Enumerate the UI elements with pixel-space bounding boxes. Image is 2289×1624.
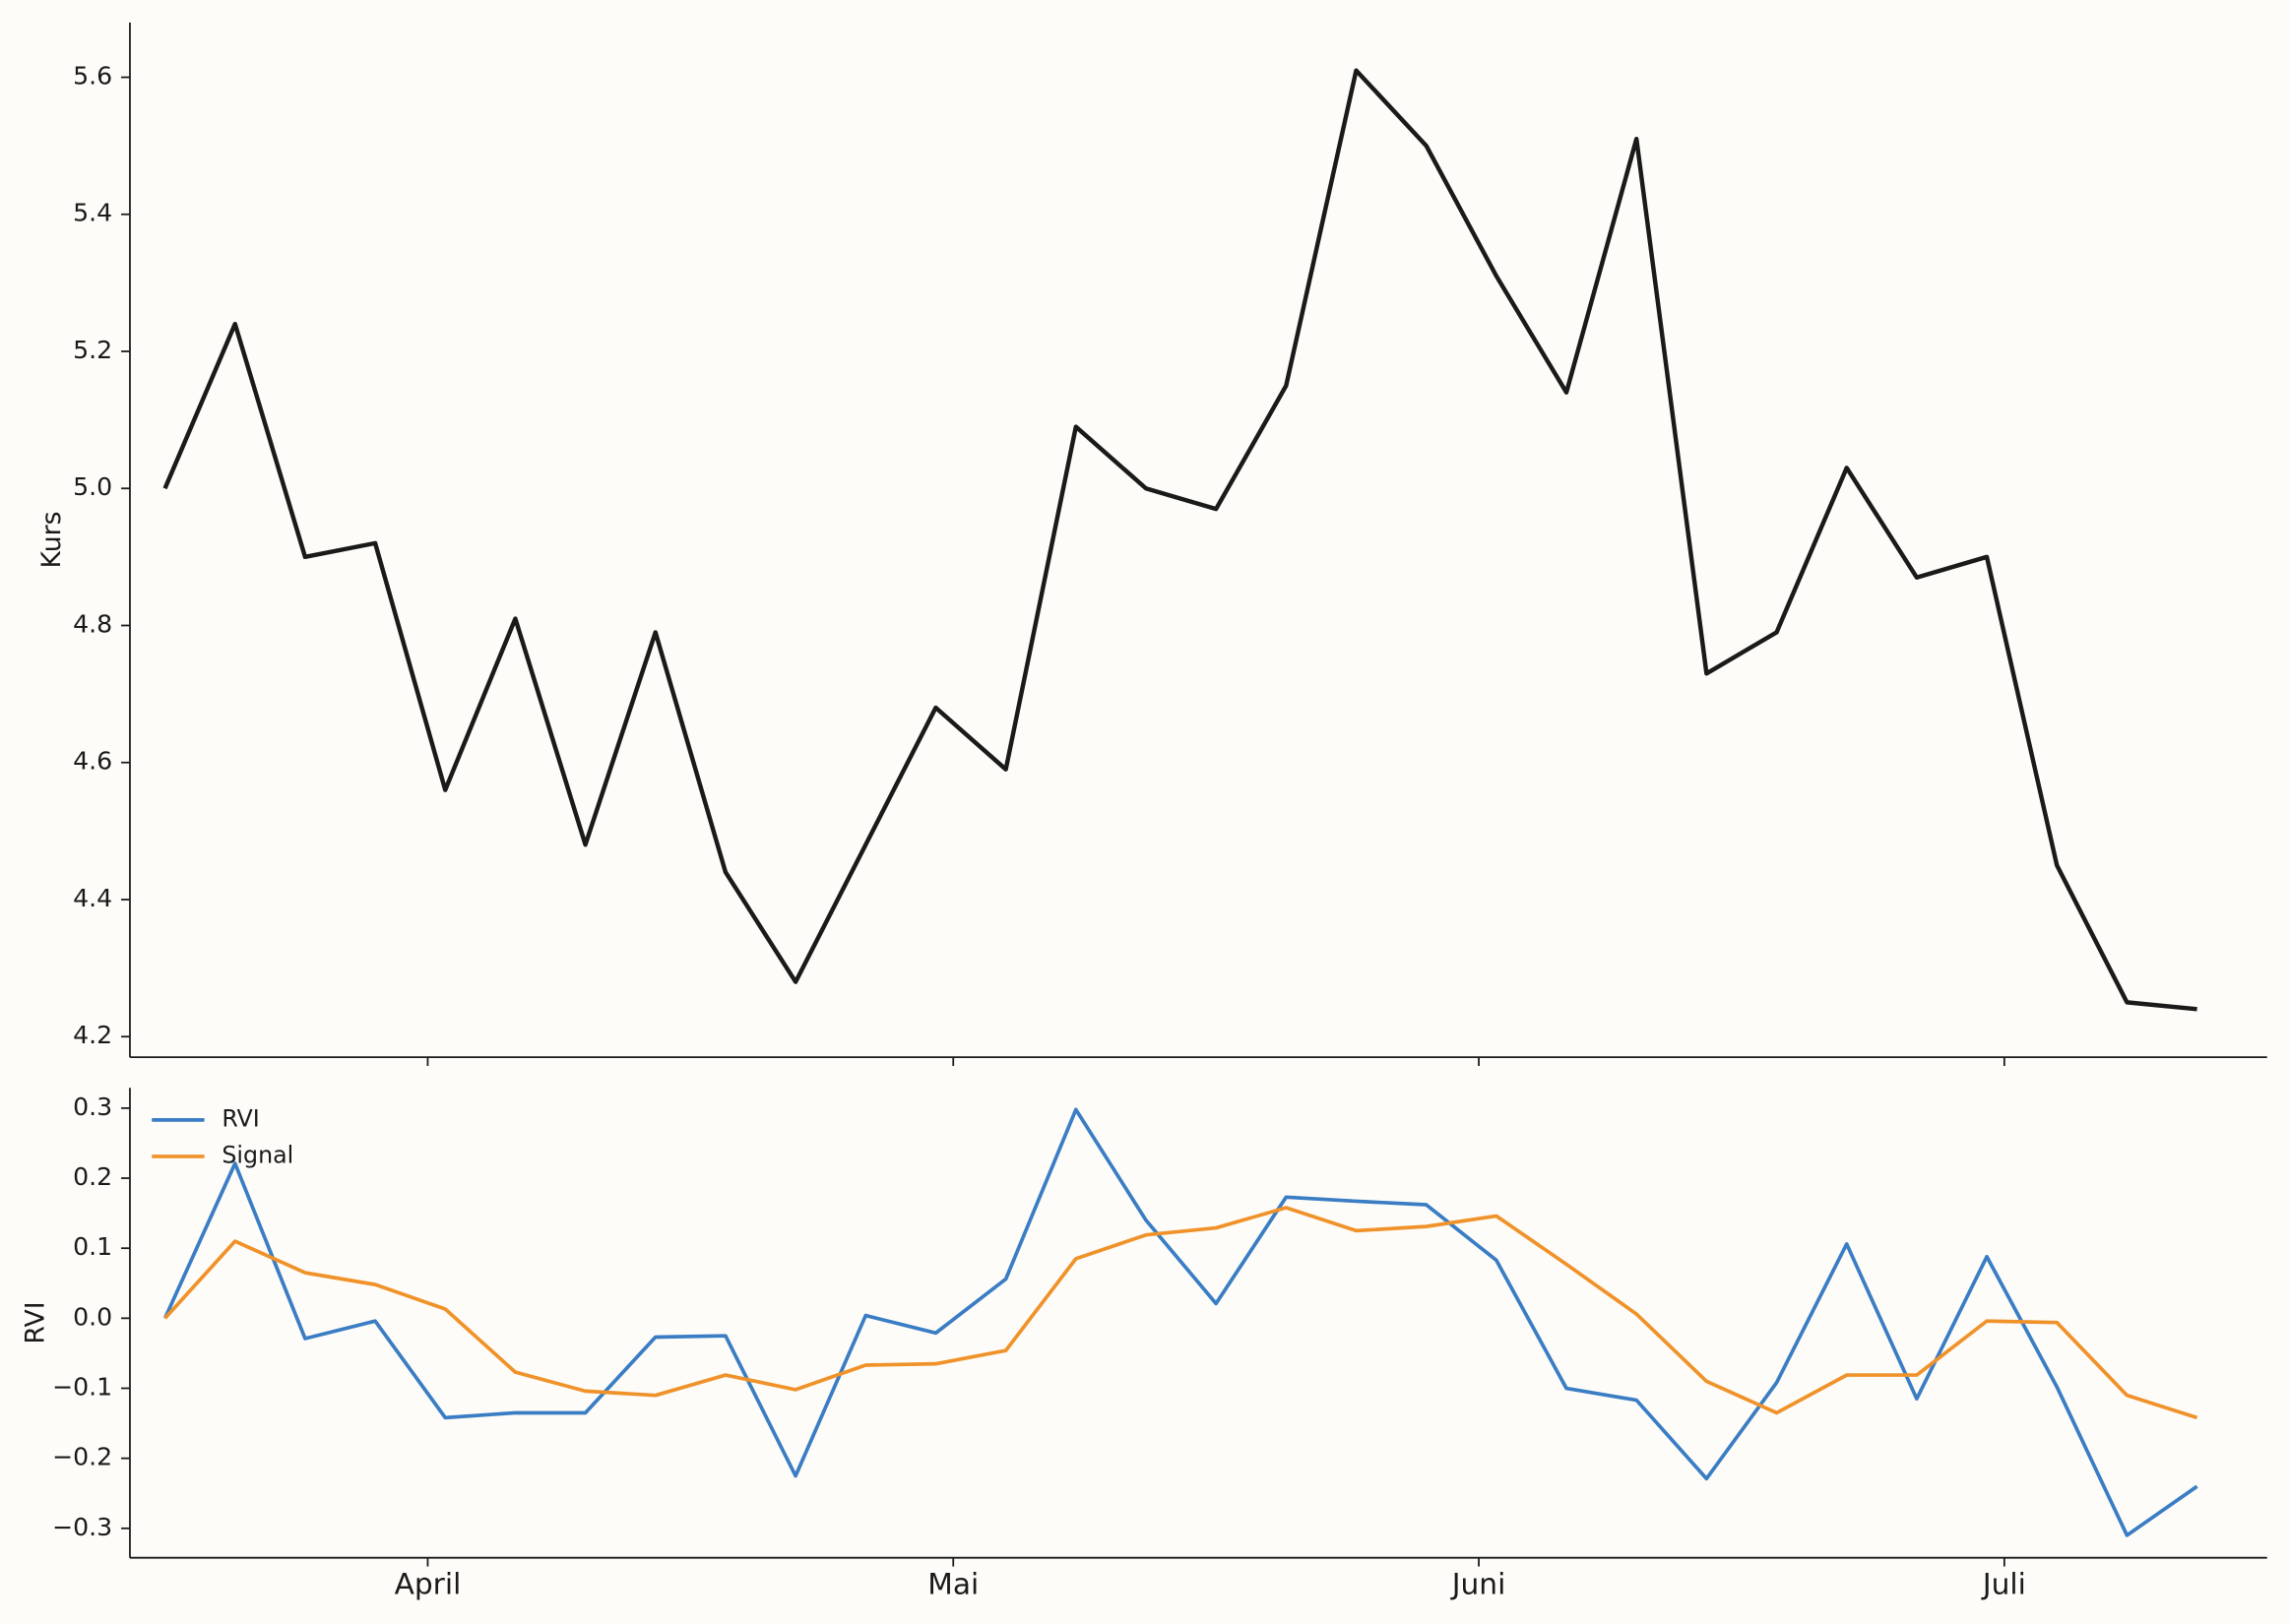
y-tick-label: 5.6 — [73, 62, 112, 91]
y-tick-label: −0.3 — [52, 1513, 112, 1541]
line — [162, 68, 2197, 1012]
y-axis-label: Kurs — [36, 511, 67, 568]
x-tick-label: Mai — [927, 1566, 979, 1600]
y-tick-label: 0.3 — [73, 1093, 112, 1121]
y-tick-label: 5.0 — [73, 472, 112, 501]
x-tick-label: Juni — [1450, 1566, 1506, 1600]
y-tick-label: 4.4 — [73, 884, 112, 912]
legend-label: Signal — [222, 1141, 293, 1168]
y-tick-label: 0.0 — [73, 1302, 112, 1331]
y-tick-label: 5.2 — [73, 336, 112, 364]
y-tick-label: −0.2 — [52, 1443, 112, 1471]
line — [163, 1206, 2198, 1420]
y-tick-label: 0.2 — [73, 1162, 112, 1191]
y-tick-label: 4.8 — [73, 609, 112, 638]
x-tick-label: Juli — [1981, 1566, 2026, 1600]
line — [162, 1107, 2198, 1537]
y-tick-label: 0.1 — [73, 1232, 112, 1261]
y-tick-label: 5.4 — [73, 199, 112, 227]
y-axis-label: RVI — [21, 1301, 51, 1343]
y-tick-label: 4.6 — [73, 747, 112, 776]
x-tick-label: April — [395, 1566, 462, 1600]
legend-label: RVI — [222, 1104, 259, 1132]
y-tick-label: 4.2 — [73, 1021, 112, 1049]
y-tick-label: −0.1 — [52, 1373, 112, 1402]
